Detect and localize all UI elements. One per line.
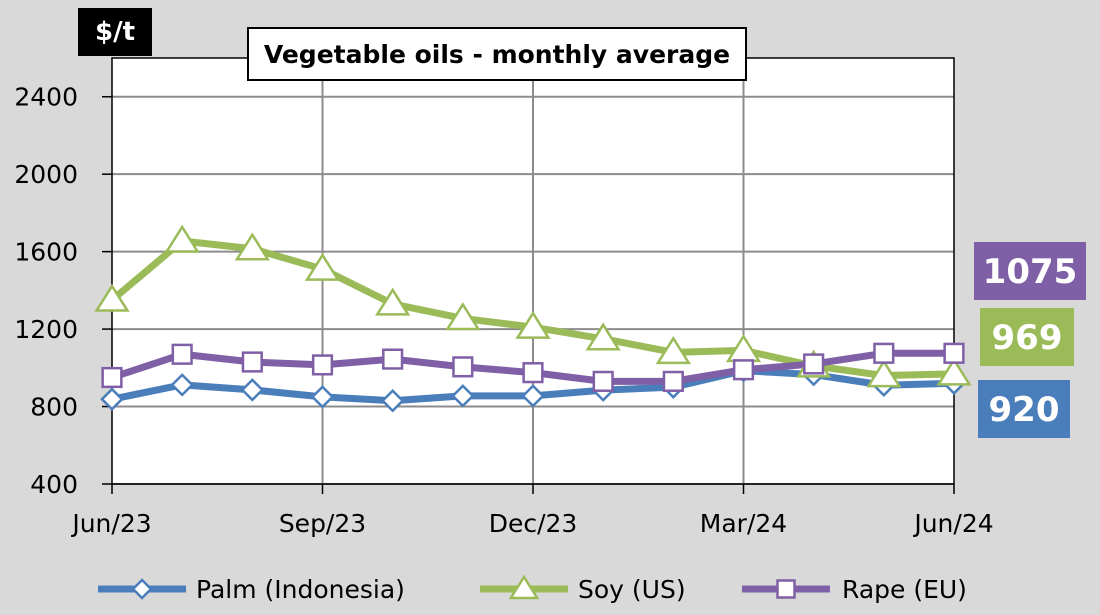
data-point-triangle — [234, 232, 270, 261]
data-point-square — [452, 356, 474, 378]
legend-label: Rape (EU) — [842, 575, 967, 604]
end-value-badge-box — [974, 242, 1086, 300]
data-point-diamond — [521, 384, 545, 408]
data-point-square — [311, 354, 334, 376]
x-tick-label: Jun/23 — [70, 509, 151, 538]
data-point-square — [592, 370, 614, 392]
data-point-triangle — [515, 310, 551, 339]
data-point-square — [382, 348, 404, 370]
legend-label: Soy (US) — [578, 575, 686, 604]
data-point-triangle — [585, 322, 621, 351]
legend: Palm (Indonesia) Soy (US) Rape (EU) — [98, 574, 967, 604]
data-point-square — [241, 351, 263, 373]
data-point-diamond — [310, 385, 335, 409]
data-point-triangle — [655, 335, 691, 365]
data-point-triangle — [936, 357, 972, 386]
data-point-diamond — [170, 373, 194, 397]
data-point-square — [943, 342, 965, 364]
data-point-triangle — [866, 359, 902, 388]
data-point-square — [662, 370, 684, 392]
data-point-square — [522, 362, 544, 384]
data-point-square — [803, 353, 825, 375]
data-point-triangle — [445, 302, 481, 331]
data-point-diamond — [100, 387, 124, 411]
chart-title-box — [247, 27, 747, 81]
unit-label-box — [78, 8, 152, 56]
data-point-square — [101, 366, 123, 389]
y-tick-label: 1600 — [14, 238, 78, 267]
legend-marker-diamond — [131, 578, 153, 600]
data-point-diamond — [451, 384, 475, 408]
y-tick-label: 800 — [30, 393, 78, 422]
chart-title: Vegetable oils - monthly average — [264, 40, 730, 69]
data-point-square — [873, 342, 895, 364]
legend-marker-triangle — [508, 574, 540, 600]
end-value-badge-label: 1075 — [983, 252, 1078, 292]
y-tick-label: 1200 — [14, 315, 78, 344]
legend-marker-square — [776, 579, 796, 599]
end-value-badge-label: 920 — [989, 390, 1060, 430]
y-axis-unit-label: $/t — [95, 17, 135, 47]
x-tick-label: Sep/23 — [279, 509, 366, 538]
end-value-badge-box — [978, 380, 1070, 438]
x-tick-label: Mar/24 — [700, 509, 787, 538]
data-point-diamond — [380, 388, 405, 413]
y-tick-label: 2000 — [14, 160, 78, 189]
data-point-diamond — [240, 378, 265, 402]
data-point-square — [171, 343, 193, 365]
data-point-triangle — [164, 224, 200, 253]
data-point-triangle — [94, 283, 130, 312]
y-tick-label: 2400 — [14, 83, 78, 112]
end-value-badges: 1075 969 920 — [974, 242, 1086, 438]
end-value-badge-box — [980, 308, 1074, 366]
end-value-badge-label: 969 — [992, 318, 1063, 358]
data-point-square — [732, 359, 755, 381]
axes: 400 800 1200 1600 2000 2400 Jun/23 Sep/23 Dec/23… — [14, 57, 994, 538]
legend-label: Palm (Indonesia) — [196, 575, 405, 604]
series-lines — [94, 224, 972, 413]
data-point-triangle — [304, 252, 341, 281]
data-point-triangle — [375, 287, 411, 316]
x-tick-label: Dec/23 — [489, 509, 578, 538]
y-tick-label: 400 — [30, 470, 78, 499]
x-tick-label: Jun/24 — [912, 509, 993, 538]
